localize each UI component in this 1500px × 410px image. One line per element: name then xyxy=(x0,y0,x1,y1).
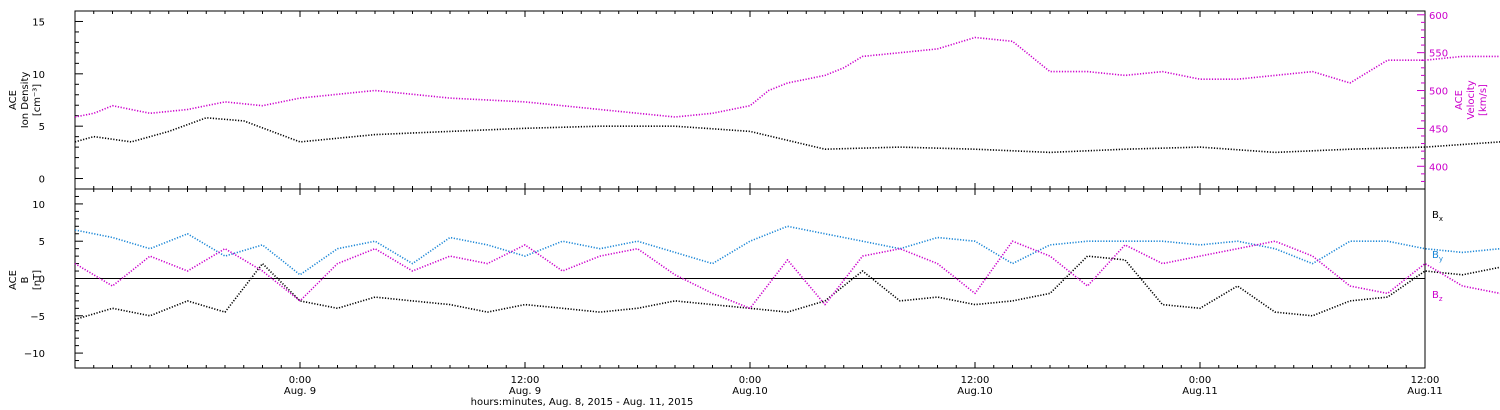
top-panel-x-ticks xyxy=(93,11,1407,189)
bottom-panel-x-ticks xyxy=(93,189,1407,368)
bx-series xyxy=(74,255,1500,321)
velocity-ylabel-line1: ACE xyxy=(1454,90,1465,110)
density-tick-label: 15 xyxy=(32,17,45,28)
density-ylabel-line1: ACE xyxy=(8,90,19,110)
x-tick-label-time: 12:00 xyxy=(511,375,540,386)
velocity-tick-label: 450 xyxy=(1429,124,1448,135)
x-tick-label-time: 12:00 xyxy=(1411,375,1440,386)
velocity-series xyxy=(74,36,1500,118)
legend-entry-bx: Bx xyxy=(1432,210,1443,223)
x-axis-label: hours:minutes, Aug. 8, 2015 - Aug. 11, 2… xyxy=(471,397,694,408)
b-ylabel-line1: ACE xyxy=(8,270,19,290)
top-panel-series xyxy=(74,36,1500,154)
density-ylabel-line2: Ion Density xyxy=(20,72,31,129)
b-tick-label: 0 xyxy=(39,275,45,286)
legend-entry-by: By xyxy=(1432,250,1443,263)
velocity-ylabel-line3: [km/s] xyxy=(1478,84,1489,116)
velocity-tick-label: 400 xyxy=(1429,162,1448,173)
legend-entry-bz: Bz xyxy=(1432,290,1443,303)
b-axis-ticks: −10 −5 0 5 10 xyxy=(24,188,83,369)
top-panel: 0 5 10 15 400 450 500 550 600 ACE Ion Density [… xyxy=(8,10,1500,190)
x-tick-label-date: Aug.11 xyxy=(1182,386,1217,397)
top-panel-frame xyxy=(74,10,1426,190)
bz-series xyxy=(74,240,1500,310)
x-tick-label-date: Aug.10 xyxy=(957,386,992,397)
bottom-panel: −10 −5 0 5 10 Bx By Bz ACE B [nT] xyxy=(8,188,1500,369)
b-tick-label: 5 xyxy=(39,237,45,248)
velocity-ylabel: ACE Velocity [km/s] xyxy=(1454,80,1489,119)
density-tick-label: 0 xyxy=(39,175,45,186)
x-tick-label-time: 0:00 xyxy=(289,375,311,386)
x-tick-label-date: Aug. 9 xyxy=(509,386,541,397)
density-axis-ticks: 0 5 10 15 xyxy=(32,17,83,186)
density-ylabel-line3: [cm⁻³] xyxy=(32,84,43,116)
velocity-tick-label: 600 xyxy=(1429,11,1448,22)
x-tick-label-time: 0:00 xyxy=(739,375,761,386)
density-tick-label: 5 xyxy=(39,122,45,133)
velocity-axis-ticks: 400 450 500 550 600 xyxy=(1417,11,1448,182)
b-tick-label: −5 xyxy=(30,312,45,323)
x-tick-label-date: Aug. 9 xyxy=(284,386,316,397)
x-tick-label-time: 0:00 xyxy=(1189,375,1211,386)
b-tick-label: −10 xyxy=(24,349,45,360)
b-ylabel-line2: B xyxy=(20,276,31,283)
velocity-tick-label: 550 xyxy=(1429,49,1448,60)
x-tick-label-time: 12:00 xyxy=(961,375,990,386)
b-tick-label: 10 xyxy=(32,200,45,211)
b-ylabel: ACE B [nT] xyxy=(8,270,43,290)
b-component-legend: Bx By Bz xyxy=(1432,210,1443,303)
x-tick-label-date: Aug.11 xyxy=(1407,386,1442,397)
velocity-tick-label: 500 xyxy=(1429,87,1448,98)
x-tick-label-date: Aug.10 xyxy=(732,386,767,397)
ion-density-series xyxy=(74,117,1500,154)
velocity-ylabel-line2: Velocity xyxy=(1466,80,1477,119)
bottom-panel-series xyxy=(74,225,1500,321)
density-tick-label: 10 xyxy=(32,70,45,81)
b-ylabel-line3: [nT] xyxy=(32,270,43,290)
density-ylabel: ACE Ion Density [cm⁻³] xyxy=(8,72,43,129)
by-series xyxy=(74,225,1500,276)
